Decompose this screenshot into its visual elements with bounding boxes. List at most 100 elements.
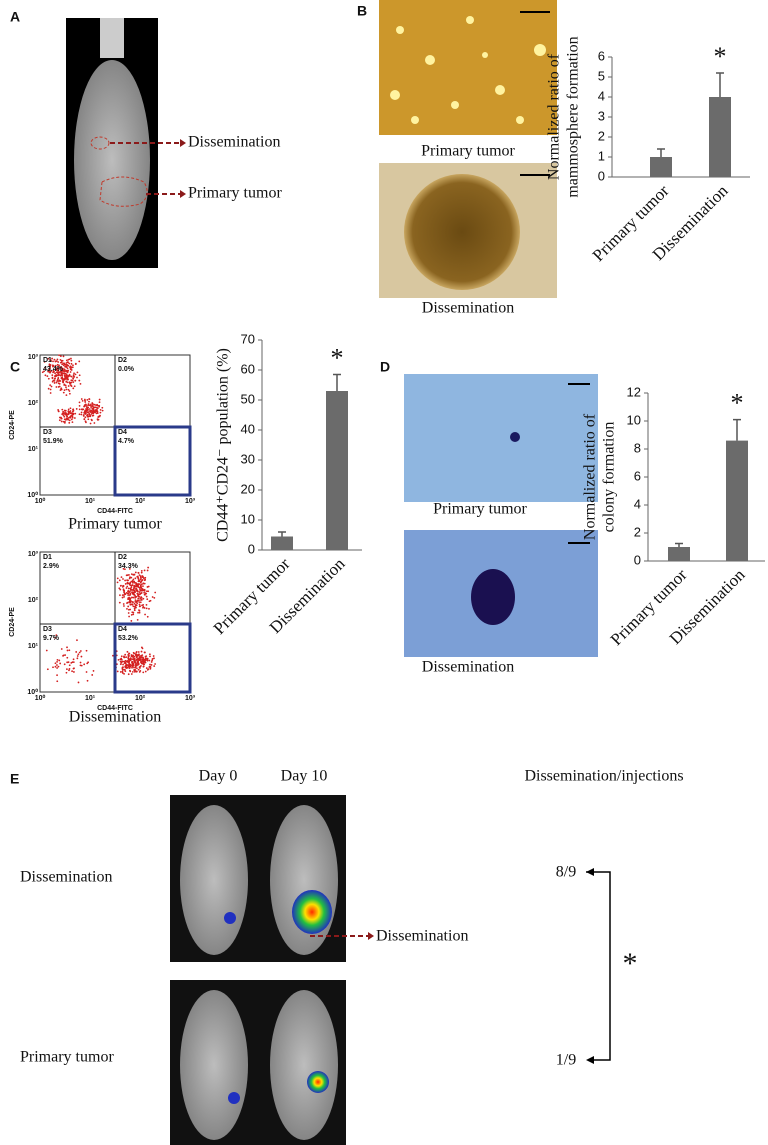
flow-event: [120, 658, 123, 661]
flow-event: [68, 669, 70, 672]
quadrant-name: D2: [118, 554, 127, 561]
flow-event: [138, 603, 141, 606]
flow-event: [71, 410, 74, 413]
flow-tick: 10³: [28, 354, 39, 361]
flow-event: [56, 667, 58, 669]
flow-event: [69, 415, 72, 418]
column-label: Day 0: [199, 768, 238, 785]
flow-event: [121, 594, 124, 597]
flow-event: [83, 418, 86, 421]
flow-event: [139, 667, 141, 669]
flow-tick: 10¹: [28, 643, 39, 650]
flow-event: [101, 409, 104, 412]
flow-event: [92, 414, 95, 417]
flow-event: [66, 415, 68, 418]
flow-event: [64, 377, 67, 380]
flow-event: [64, 654, 66, 656]
flow-event: [132, 596, 135, 599]
flow-event: [46, 668, 49, 671]
flow-event: [87, 661, 90, 664]
flow-event: [136, 592, 139, 595]
flow-event: [138, 591, 141, 593]
caption: Primary tumor: [68, 516, 162, 533]
flow-event: [76, 655, 79, 657]
flow-event: [138, 574, 141, 577]
flow-event: [79, 664, 82, 667]
flow-event: [117, 659, 120, 661]
y-axis-label: Normalized ratio of: [582, 413, 599, 540]
flow-event: [49, 364, 52, 366]
flow-event: [131, 663, 134, 666]
error-bar: [333, 373, 341, 391]
flow-event: [138, 579, 141, 582]
y-tick-label: 12: [627, 384, 641, 399]
flow-event: [146, 569, 149, 572]
quadrant-name: D4: [118, 429, 127, 436]
flow-event: [62, 391, 65, 394]
flow-event: [72, 667, 75, 670]
flow-event: [125, 592, 128, 594]
flow-event: [128, 601, 131, 604]
flow-event: [97, 416, 100, 419]
flow-event: [136, 602, 139, 605]
flow-event: [68, 419, 71, 422]
flow-event: [95, 412, 98, 415]
flow-event: [129, 590, 131, 593]
flow-event: [62, 355, 65, 358]
flow-event: [126, 601, 129, 604]
flow-event: [67, 385, 70, 387]
flow-event: [139, 578, 142, 581]
y-tick-label: 2: [634, 524, 641, 539]
flow-event: [140, 571, 143, 574]
quadrant-percent: 53.2%: [118, 635, 139, 642]
flow-event: [145, 607, 148, 610]
flow-event: [57, 367, 60, 370]
flow-event: [134, 571, 137, 574]
flow-event: [82, 414, 85, 416]
flow-axis-label: CD24-PE: [9, 410, 16, 440]
flow-event: [126, 607, 128, 610]
flow-event: [65, 671, 68, 674]
flow-event: [65, 388, 68, 391]
flow-event: [50, 385, 53, 388]
flow-event: [72, 658, 75, 661]
flow-axis-label: CD44-FITC: [97, 705, 133, 712]
flow-event: [133, 591, 136, 594]
y-tick-label: 4: [598, 88, 605, 103]
flow-event: [142, 606, 145, 608]
flow-event: [60, 361, 63, 364]
flow-event: [119, 671, 122, 673]
gate: [113, 622, 192, 694]
flow-event: [144, 655, 147, 658]
flow-event: [143, 593, 146, 596]
flow-event: [130, 655, 133, 658]
flow-event: [65, 412, 67, 414]
flow-event: [70, 359, 73, 362]
flow-event: [86, 413, 89, 416]
flow-event: [146, 669, 149, 671]
flow-event: [78, 401, 81, 404]
y-tick-label: 4: [634, 496, 641, 511]
flow-event: [66, 417, 69, 420]
flow-event: [93, 406, 96, 409]
flow-event: [64, 372, 67, 375]
flow-event: [135, 595, 138, 598]
flow-event: [139, 584, 142, 587]
flow-event: [53, 375, 56, 378]
flow-event: [131, 658, 134, 661]
flow-event: [86, 407, 89, 409]
bar: [326, 391, 348, 550]
flow-event: [52, 360, 54, 363]
flow-event: [141, 579, 144, 582]
flow-event: [56, 680, 59, 683]
flow-event: [130, 586, 133, 589]
flow-event: [130, 614, 133, 616]
flow-event: [58, 380, 60, 383]
flow-event: [49, 371, 51, 374]
flow-event: [67, 361, 69, 364]
caption: Dissemination: [422, 659, 514, 676]
y-tick-label: 30: [241, 451, 255, 466]
ratio: 8/9: [556, 864, 576, 881]
panel-label: E: [10, 771, 19, 787]
y-axis-label: colony formation: [601, 422, 618, 533]
